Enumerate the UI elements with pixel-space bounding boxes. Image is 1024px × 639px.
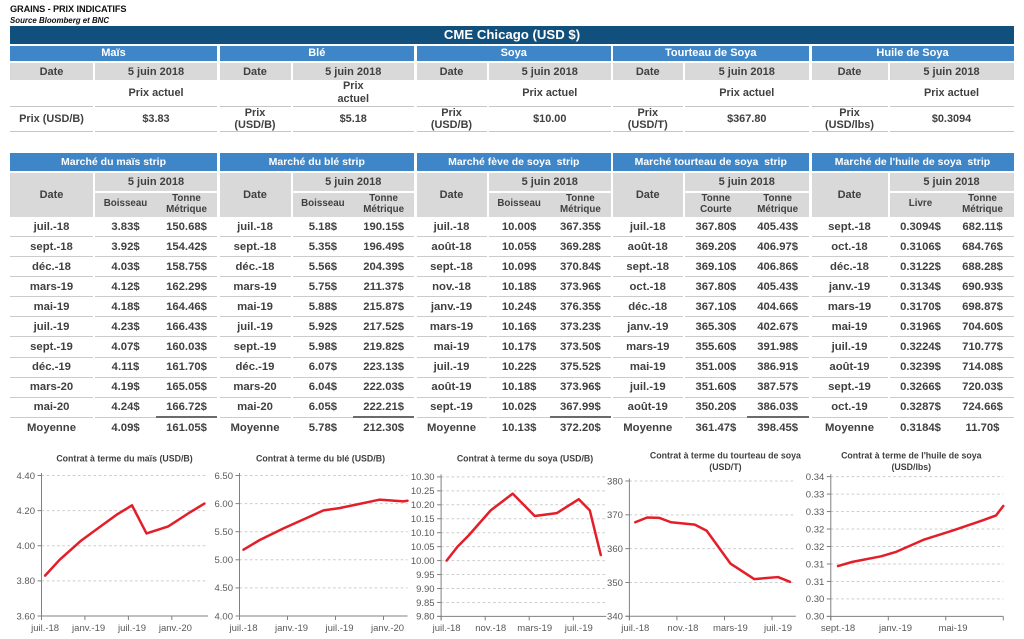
svg-text:6.50: 6.50 [215, 471, 234, 482]
svg-text:janv.-19: janv.-19 [71, 623, 105, 634]
svg-text:0.32: 0.32 [806, 524, 825, 535]
svg-text:4.00: 4.00 [215, 611, 234, 622]
svg-text:mars-19: mars-19 [713, 623, 748, 634]
svg-text:5.00: 5.00 [215, 555, 234, 566]
svg-text:9.85: 9.85 [416, 598, 435, 609]
svg-text:0.31: 0.31 [806, 577, 825, 588]
svg-text:6.00: 6.00 [215, 499, 234, 510]
svg-text:0.31: 0.31 [806, 559, 825, 570]
svg-text:10.05: 10.05 [411, 542, 435, 553]
svg-text:9.80: 9.80 [416, 612, 435, 623]
svg-text:4.50: 4.50 [215, 583, 234, 594]
svg-text:370: 370 [607, 510, 623, 521]
svg-text:janv.-20: janv.-20 [370, 623, 404, 634]
svg-text:3.60: 3.60 [17, 611, 36, 622]
svg-text:juil.-19: juil.-19 [325, 623, 354, 634]
svg-text:juil.-19: juil.-19 [763, 623, 792, 634]
svg-text:Contrat à terme de l'huile de: Contrat à terme de l'huile de soya [841, 451, 982, 461]
svg-text:nov.-18: nov.-18 [475, 623, 506, 634]
svg-text:5.50: 5.50 [215, 527, 234, 538]
svg-text:nov.-18: nov.-18 [667, 623, 698, 634]
svg-text:4.40: 4.40 [17, 471, 36, 482]
svg-text:360: 360 [607, 544, 623, 555]
svg-text:juil.-18: juil.-18 [30, 623, 59, 634]
svg-text:340: 340 [607, 612, 623, 623]
svg-text:janv.-19: janv.-19 [878, 623, 912, 634]
svg-text:10.10: 10.10 [411, 528, 435, 539]
svg-text:(USD/T): (USD/T) [709, 462, 741, 472]
svg-text:9.90: 9.90 [416, 584, 435, 595]
svg-text:juil.-19: juil.-19 [564, 623, 593, 634]
svg-text:Contrat à terme du blé (USD/B): Contrat à terme du blé (USD/B) [256, 454, 385, 464]
svg-text:10.25: 10.25 [411, 486, 435, 497]
svg-text:juil.-19: juil.-19 [117, 623, 146, 634]
svg-text:4.20: 4.20 [17, 506, 36, 517]
svg-text:Contrat à terme du maïs (USD/B: Contrat à terme du maïs (USD/B) [56, 454, 192, 464]
svg-text:0.32: 0.32 [806, 542, 825, 553]
svg-text:3.80: 3.80 [17, 576, 36, 587]
svg-text:9.95: 9.95 [416, 570, 435, 581]
svg-text:juil.-18: juil.-18 [620, 623, 649, 634]
svg-text:10.20: 10.20 [411, 500, 435, 511]
svg-text:sept.-18: sept.-18 [821, 623, 855, 634]
svg-text:janv.-19: janv.-19 [274, 623, 308, 634]
svg-text:10.15: 10.15 [411, 514, 435, 525]
svg-text:(USD/lbs): (USD/lbs) [892, 462, 932, 472]
svg-text:0.30: 0.30 [806, 594, 825, 605]
svg-text:janv.-20: janv.-20 [158, 623, 192, 634]
svg-text:Contrat à terme du tourteau de: Contrat à terme du tourteau de soya [650, 451, 801, 461]
svg-text:0.34: 0.34 [806, 472, 825, 483]
svg-text:juil.-18: juil.-18 [229, 623, 258, 634]
svg-text:0.30: 0.30 [806, 612, 825, 623]
svg-text:mai-19: mai-19 [938, 623, 967, 634]
svg-text:0.33: 0.33 [806, 507, 825, 518]
svg-text:juil.-18: juil.-18 [432, 623, 461, 634]
svg-text:10.30: 10.30 [411, 472, 435, 483]
svg-text:350: 350 [607, 578, 623, 589]
svg-text:4.00: 4.00 [17, 541, 36, 552]
svg-text:0.33: 0.33 [806, 489, 825, 500]
svg-text:Contrat à terme du soya (USD/B: Contrat à terme du soya (USD/B) [457, 454, 593, 464]
svg-text:380: 380 [607, 476, 623, 487]
svg-text:mars-19: mars-19 [517, 623, 552, 634]
svg-text:10.00: 10.00 [411, 556, 435, 567]
